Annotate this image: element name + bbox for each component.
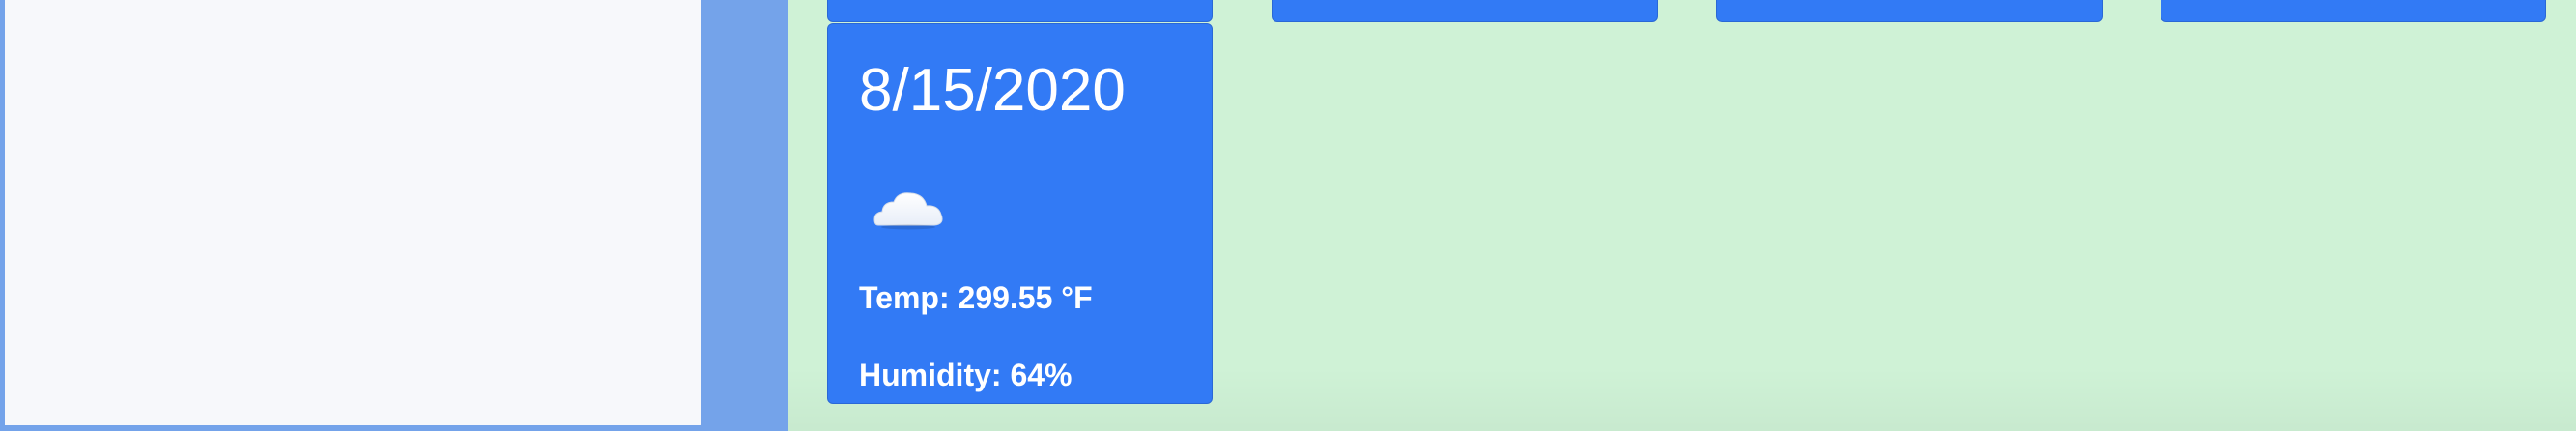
forecast-card-top-3 — [1716, 0, 2103, 22]
forecast-card-top-1 — [827, 0, 1213, 22]
cloud-icon — [871, 187, 946, 233]
forecast-date: 8/15/2020 — [859, 57, 1126, 124]
forecast-card-top-4 — [2161, 0, 2546, 22]
forecast-card-top-2 — [1272, 0, 1658, 22]
temperature-text: Temp: 299.55 °F — [859, 280, 1093, 315]
left-sidebar — [0, 0, 788, 431]
humidity-text: Humidity: 64% — [859, 358, 1073, 392]
search-panel — [5, 0, 701, 425]
forecast-card: 8/15/2020 Temp: 299.55 °F Humidity: 64% — [827, 23, 1213, 404]
